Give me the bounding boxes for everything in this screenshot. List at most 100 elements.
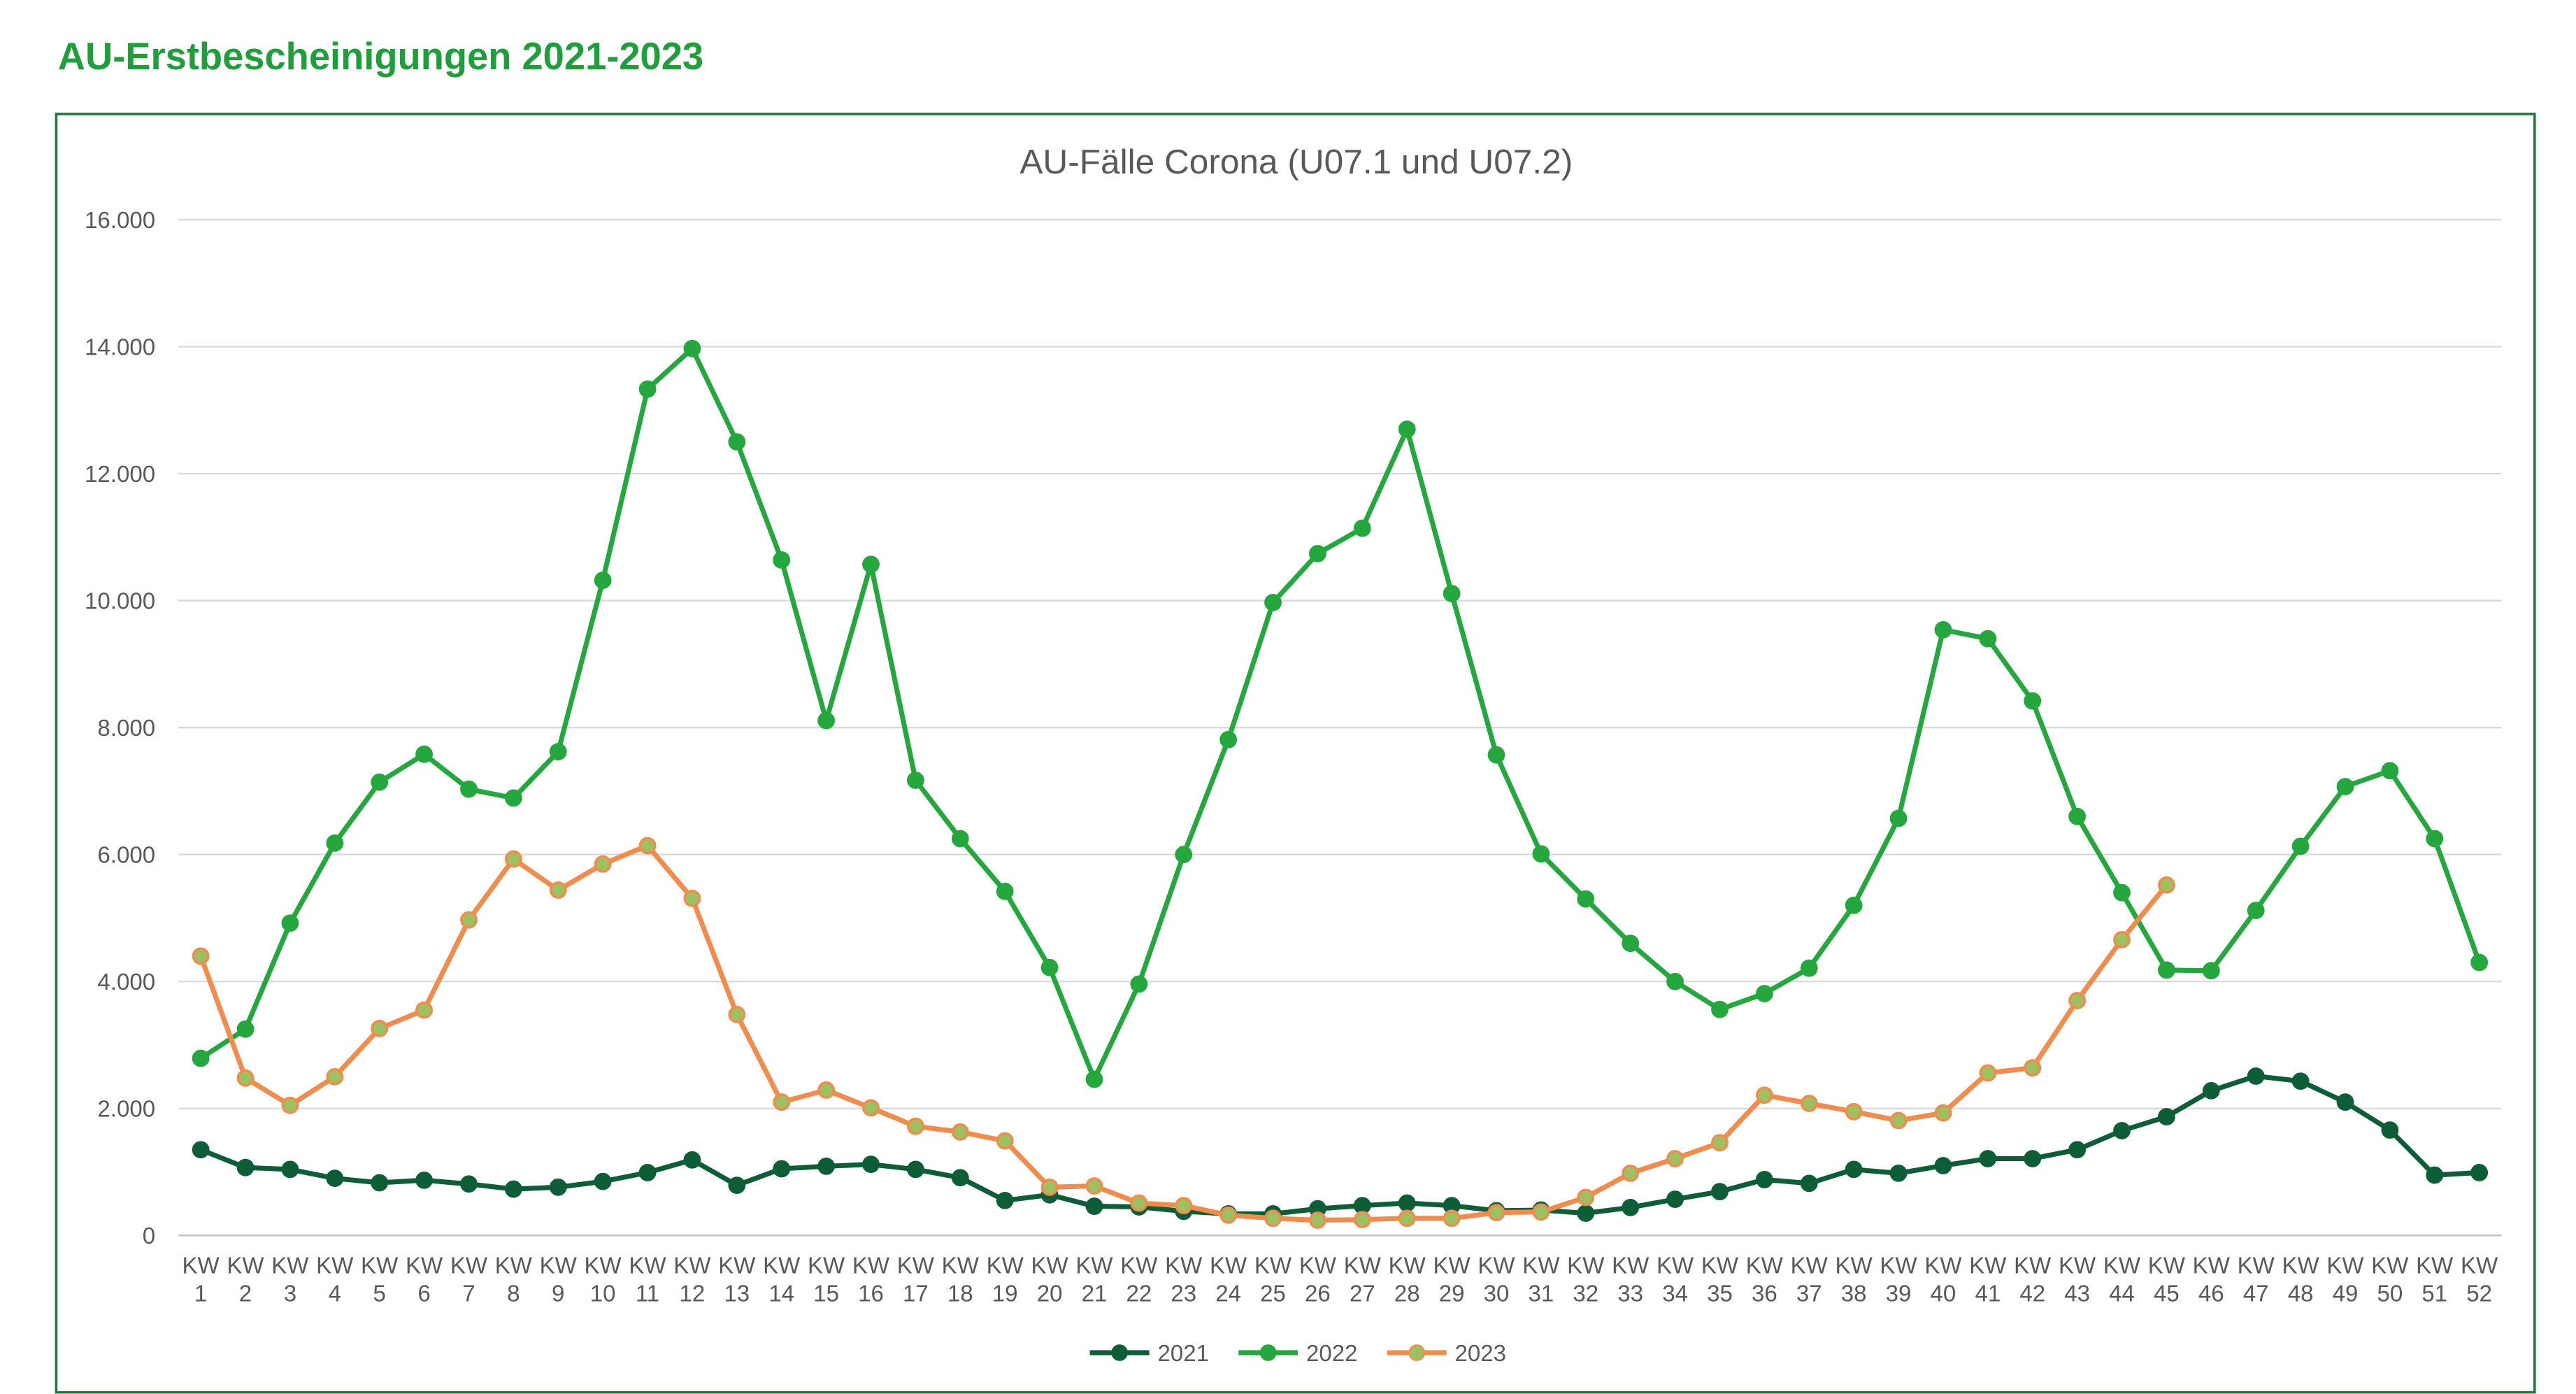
- data-point: [1219, 731, 1238, 748]
- data-point: [951, 1123, 969, 1141]
- x-tick-label: KW 20: [1031, 1253, 1068, 1307]
- data-point: [1175, 846, 1193, 864]
- data-point: [1979, 630, 1997, 648]
- data-point: [281, 914, 299, 932]
- x-tick-label: KW 31: [1522, 1253, 1560, 1307]
- data-point: [2426, 830, 2444, 848]
- x-tick-label: KW 23: [1165, 1253, 1203, 1307]
- x-tick-label: KW 27: [1344, 1253, 1382, 1307]
- data-point: [1264, 1209, 1282, 1228]
- data-point: [1800, 1174, 1818, 1193]
- x-tick-label: KW 49: [2326, 1253, 2364, 1307]
- x-tick-label: KW 44: [2103, 1253, 2141, 1307]
- data-point: [2024, 1150, 2042, 1167]
- legend-marker: [1408, 1344, 1425, 1361]
- data-point: [2158, 1108, 2175, 1125]
- x-tick-label: KW 22: [1120, 1253, 1158, 1307]
- y-tick-label: 12.000: [85, 462, 155, 488]
- x-tick-label: KW 38: [1836, 1253, 1873, 1307]
- data-point: [1755, 985, 1773, 1002]
- data-point: [1487, 1204, 1505, 1222]
- data-point: [1845, 896, 1863, 914]
- page-title: AU-Erstbescheinigungen 2021-2023: [58, 35, 703, 78]
- data-point: [192, 947, 210, 965]
- x-tick-label: KW 1: [182, 1253, 220, 1307]
- x-tick-label: KW 45: [2148, 1253, 2186, 1307]
- data-point: [371, 773, 389, 791]
- data-point: [1622, 934, 1640, 953]
- data-point: [2024, 1059, 2042, 1077]
- x-tick-label: KW 2: [227, 1253, 264, 1307]
- x-tick-label: KW 41: [1969, 1253, 2007, 1307]
- data-point: [1130, 975, 1148, 993]
- data-point: [2291, 1072, 2310, 1090]
- x-tick-label: KW 52: [2461, 1253, 2498, 1307]
- data-point: [1845, 1102, 1863, 1121]
- series-line: [199, 346, 2482, 1082]
- data-point: [594, 855, 612, 873]
- data-point: [996, 1132, 1014, 1150]
- data-point: [460, 1175, 478, 1193]
- data-point: [862, 1099, 880, 1117]
- x-tick-label: KW 4: [316, 1253, 354, 1307]
- data-point: [2113, 930, 2131, 948]
- data-point: [683, 1151, 701, 1169]
- x-tick-label: KW 16: [852, 1253, 890, 1307]
- x-tick-label: KW 42: [2014, 1253, 2052, 1307]
- data-point: [415, 1171, 433, 1189]
- data-point: [1577, 1204, 1595, 1222]
- data-point: [1487, 746, 1505, 764]
- data-point: [2068, 992, 2087, 1009]
- data-point: [817, 1081, 836, 1099]
- data-point: [2202, 1081, 2220, 1100]
- data-point: [2158, 961, 2175, 979]
- y-tick-label: 4.000: [97, 969, 155, 995]
- data-point: [1443, 1209, 1461, 1228]
- legend-label: 2023: [1454, 1341, 1506, 1367]
- chart-title: AU-Fälle Corona (U07.1 und U07.2): [1019, 142, 1573, 181]
- x-tick-label: KW 50: [2371, 1253, 2409, 1307]
- x-tick-label: KW 29: [1433, 1253, 1471, 1307]
- x-tick-label: KW 19: [987, 1253, 1024, 1307]
- x-tick-label: KW 25: [1254, 1253, 1292, 1307]
- data-point: [1577, 1188, 1595, 1207]
- data-point: [236, 1020, 255, 1038]
- data-point: [1934, 1104, 1952, 1122]
- data-point: [773, 1160, 791, 1178]
- data-point: [1934, 1157, 1952, 1174]
- data-point: [906, 1117, 924, 1135]
- data-point: [1666, 1150, 1684, 1167]
- data-point: [236, 1069, 255, 1087]
- x-tick-label: KW 18: [942, 1253, 980, 1307]
- x-tick-label: KW 28: [1389, 1253, 1426, 1307]
- data-point: [2068, 807, 2087, 825]
- data-point: [1711, 1000, 1729, 1018]
- x-tick-label: KW 24: [1210, 1253, 1247, 1307]
- data-point: [326, 834, 344, 852]
- data-point: [1755, 1086, 1773, 1104]
- x-tick-label: KW 47: [2238, 1253, 2275, 1307]
- x-tick-label: KW 9: [540, 1253, 578, 1307]
- data-point: [1353, 519, 1371, 537]
- data-point: [1889, 809, 1908, 827]
- data-point: [1398, 1194, 1416, 1212]
- data-point: [2247, 1067, 2265, 1085]
- x-tick-label: KW 21: [1075, 1253, 1113, 1307]
- data-point: [773, 551, 791, 569]
- data-point: [862, 1155, 880, 1174]
- x-tick-label: KW 13: [718, 1253, 756, 1307]
- data-point: [504, 789, 522, 807]
- x-tick-label: KW 36: [1746, 1253, 1784, 1307]
- y-tick-label: 2.000: [97, 1097, 155, 1123]
- data-point: [1532, 1203, 1550, 1221]
- x-tick-label: KW 12: [673, 1253, 711, 1307]
- x-tick-label: KW 6: [406, 1253, 443, 1307]
- data-point: [326, 1067, 344, 1086]
- data-point: [594, 1172, 612, 1190]
- data-point: [1353, 1211, 1371, 1229]
- x-tick-label: KW 14: [763, 1253, 801, 1307]
- data-point: [906, 771, 924, 789]
- data-point: [1309, 1211, 1326, 1229]
- data-point: [1532, 845, 1550, 863]
